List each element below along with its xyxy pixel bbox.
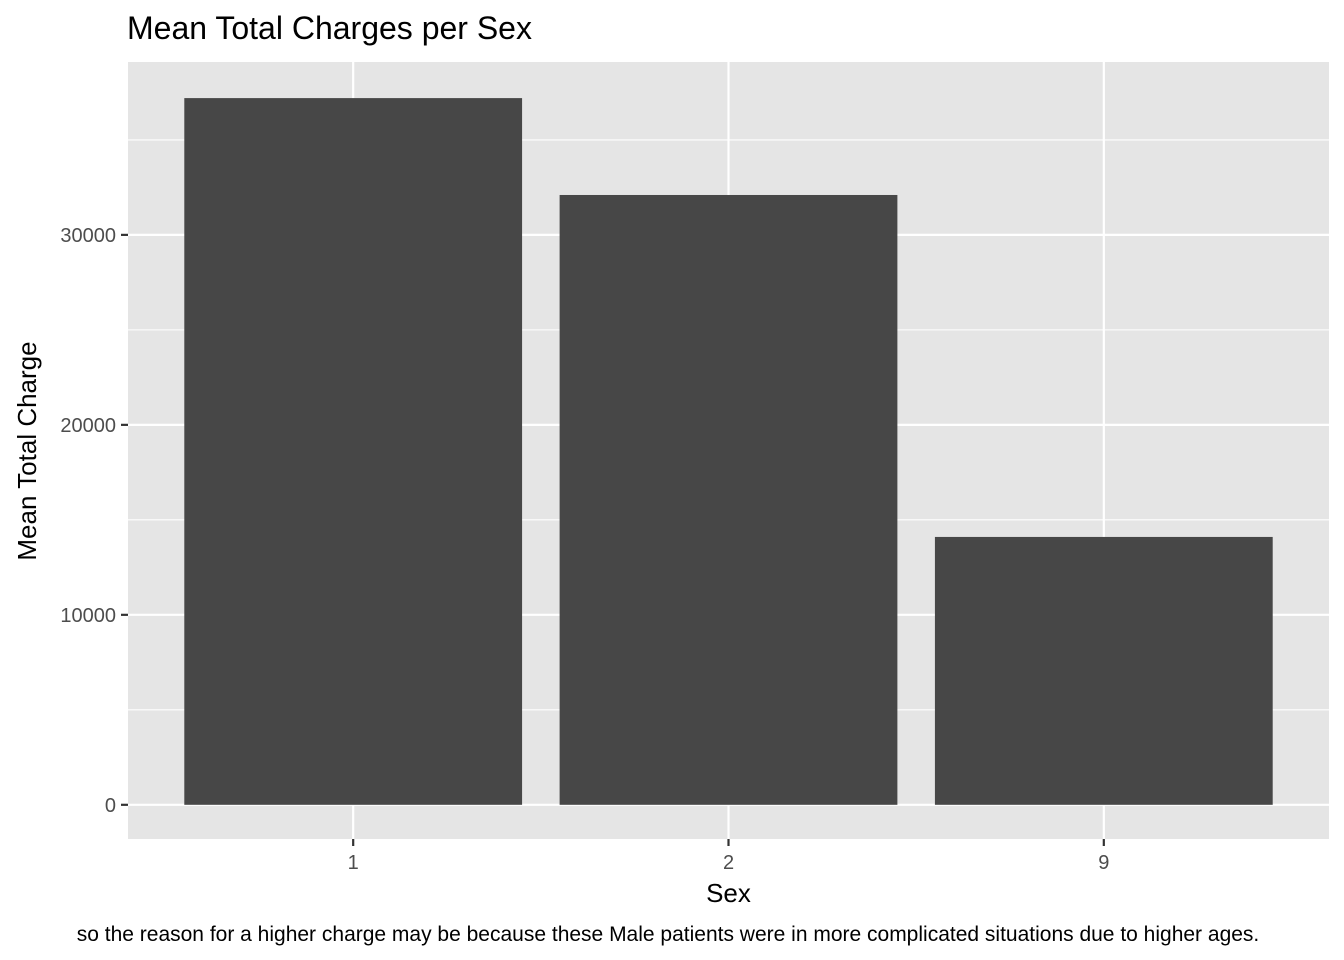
chart-caption: so the reason for a higher charge may be… bbox=[77, 923, 1260, 946]
y-tick-label: 0 bbox=[105, 795, 116, 817]
bar-9 bbox=[934, 536, 1273, 805]
bar-2 bbox=[559, 194, 898, 805]
x-axis-title: Sex bbox=[706, 878, 751, 908]
x-tick-label: 9 bbox=[1098, 852, 1109, 874]
y-tick-label: 20000 bbox=[60, 415, 116, 437]
bars bbox=[184, 98, 1273, 805]
y-axis: 0 10000 20000 30000 bbox=[60, 225, 128, 817]
x-tick-label: 1 bbox=[348, 852, 359, 874]
x-tick-label: 2 bbox=[723, 852, 734, 874]
x-axis: 1 2 9 bbox=[348, 839, 1109, 874]
chart-title: Mean Total Charges per Sex bbox=[127, 10, 532, 46]
y-axis-title: Mean Total Charge bbox=[12, 341, 42, 560]
bar-1 bbox=[184, 98, 523, 805]
y-tick-label: 30000 bbox=[60, 225, 116, 247]
y-tick-label: 10000 bbox=[60, 605, 116, 627]
